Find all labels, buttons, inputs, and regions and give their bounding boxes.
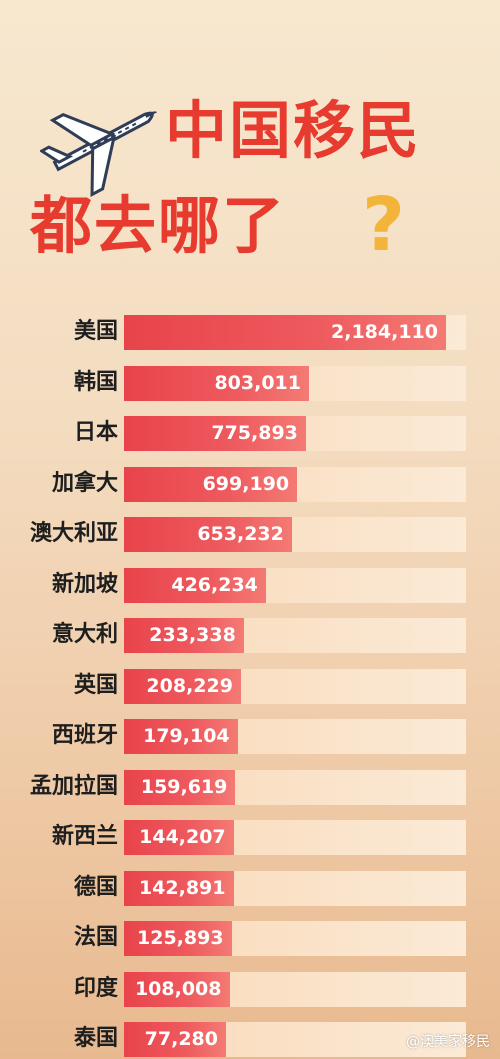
- bar: [124, 365, 309, 401]
- bar-category-label: 泰国: [73, 1026, 118, 1051]
- bar: [124, 567, 266, 603]
- bar-value-label: 142,891: [138, 876, 226, 899]
- bar-value-label: 653,232: [197, 523, 284, 545]
- bar-value-label: 2,184,110: [331, 321, 438, 343]
- bar-value-label: 426,234: [171, 573, 258, 596]
- bar-category-label: 德国: [73, 874, 118, 900]
- bar-row: 西班牙 179,104: [0, 717, 500, 755]
- question-mark: ?: [362, 182, 405, 268]
- bar-row: 孟加拉国 159,619: [0, 768, 500, 806]
- bar-row: 新加坡 426,234: [0, 566, 500, 604]
- bar-row: 加拿大 699,190: [0, 465, 500, 503]
- bar: [124, 719, 238, 754]
- bar-row: 德国 142,891: [0, 869, 500, 907]
- bar: [124, 971, 230, 1007]
- bar-value-label: 159,619: [140, 775, 228, 798]
- bar: [124, 668, 241, 704]
- bar-category-label: 新西兰: [51, 824, 118, 849]
- bar-row: 法国 125,893: [0, 919, 500, 957]
- bar-category-label: 孟加拉国: [29, 773, 118, 799]
- bar-category-label: 法国: [73, 925, 118, 950]
- bar-category-label: 澳大利亚: [29, 521, 118, 546]
- bar-row: 泰国 77,280: [0, 1020, 500, 1058]
- bar-value-label: 125,893: [137, 927, 224, 949]
- bar: [124, 315, 446, 350]
- bar-category-label: 加拿大: [51, 470, 118, 496]
- bar-value-label: 208,229: [146, 674, 233, 697]
- bar-row: 新西兰 144,207: [0, 818, 500, 856]
- bar: [124, 618, 244, 653]
- bar-value-label: 108,008: [134, 977, 222, 1000]
- bar-value-label: 233,338: [149, 624, 236, 646]
- bar: [124, 820, 234, 855]
- bar-value-label: 803,011: [214, 371, 301, 394]
- header: 中国移民 都去哪了 ?: [0, 0, 500, 300]
- bar: [124, 416, 306, 451]
- bar-row: 意大利 233,338: [0, 616, 500, 654]
- bar: [124, 466, 298, 502]
- bar-category-label: 意大利: [51, 622, 118, 647]
- bar-row: 韩国 803,011: [0, 364, 500, 402]
- bar-row: 印度 108,008: [0, 970, 500, 1008]
- bar-category-label: 美国: [73, 319, 118, 344]
- bar: [124, 769, 236, 805]
- bar: [124, 870, 234, 906]
- bar-value-label: 77,280: [144, 1028, 218, 1050]
- bar-category-label: 印度: [73, 975, 118, 1001]
- bar-category-label: 韩国: [73, 369, 118, 395]
- bar-row: 美国 2,184,110: [0, 313, 500, 351]
- bar-row: 日本 775,893: [0, 414, 500, 452]
- airplane-icon: [40, 111, 158, 197]
- bar-row: 澳大利亚 653,232: [0, 515, 500, 553]
- bar-category-label: 英国: [73, 672, 118, 698]
- bar-value-label: 699,190: [202, 472, 290, 495]
- bar-category-label: 新加坡: [51, 571, 118, 597]
- bar: [124, 921, 232, 956]
- bar-category-label: 西班牙: [51, 723, 118, 748]
- bar-row: 英国 208,229: [0, 667, 500, 705]
- bar-value-label: 144,207: [139, 826, 226, 848]
- bar-value-label: 179,104: [143, 725, 230, 747]
- bar: [124, 517, 292, 552]
- bar-value-label: 775,893: [211, 422, 298, 444]
- title-line-1: 中国移民: [165, 94, 422, 167]
- bar-category-label: 日本: [73, 420, 118, 445]
- watermark: @澳美家移民: [406, 1034, 490, 1050]
- title-line-2: 都去哪了: [30, 189, 287, 262]
- bar: [124, 1022, 226, 1057]
